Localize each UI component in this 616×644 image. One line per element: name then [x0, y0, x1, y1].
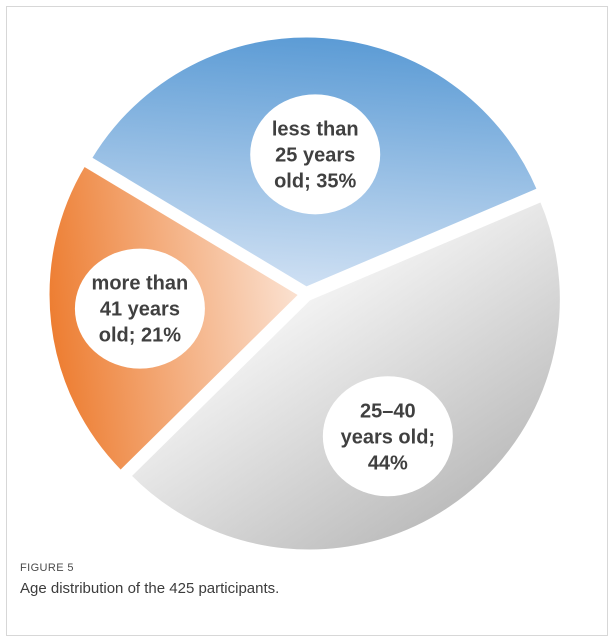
- slice-label-line: 44%: [368, 452, 408, 474]
- caption-text: Age distribution of the 425 participants…: [20, 580, 280, 597]
- label-bubble-1: [322, 376, 453, 497]
- slice-label-line: 41 years: [100, 299, 180, 321]
- figure-caption: FIGURE 5 Age distribution of the 425 par…: [20, 562, 590, 597]
- slice-label-line: old; 21%: [99, 325, 181, 347]
- figure-number: FIGURE 5: [20, 562, 74, 574]
- slice-label-2: more than 41 years old; 21%: [74, 248, 205, 369]
- slice-label-1: 25–40 years old; 44%: [322, 376, 453, 497]
- slice-label-line: old; 35%: [274, 170, 356, 192]
- pie-slice-1: [127, 198, 563, 553]
- slice-label-line: less than: [272, 118, 359, 140]
- pie-chart: less than 25 years old; 35% 25–40 years old;…: [46, 34, 563, 553]
- slice-label-0: less than 25 years old; 35%: [250, 94, 381, 215]
- slice-label-line: 25 years: [275, 144, 355, 166]
- slice-label-line: years old;: [341, 426, 435, 448]
- slice-label-line: 25–40: [360, 400, 416, 422]
- label-bubble-2: [74, 248, 205, 369]
- label-bubble-0: [250, 94, 381, 215]
- slice-label-line: more than: [92, 273, 189, 295]
